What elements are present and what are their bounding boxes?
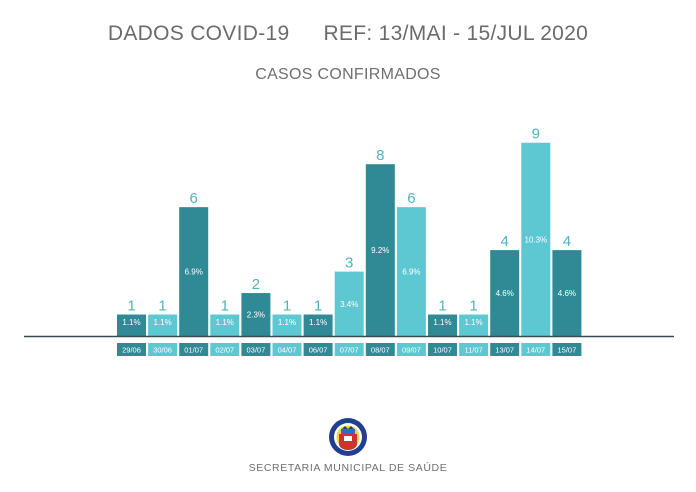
bar-percent-label: 4.6% <box>496 289 514 298</box>
bar-value-label: 4 <box>563 233 571 250</box>
chart-bar <box>552 250 582 336</box>
bar-percent-label: 9.2% <box>371 246 389 255</box>
chart-bar <box>241 293 271 336</box>
chart-bar <box>521 142 551 336</box>
chart-subtitle: CASOS CONFIRMADOS <box>255 66 441 83</box>
bar-percent-label: 4.6% <box>558 289 576 298</box>
chart-bar <box>272 314 302 336</box>
bar-percent-label: 10.3% <box>524 235 547 244</box>
bar-value-label: 4 <box>501 233 509 250</box>
page-title: DADOS COVID-19 <box>107 22 290 45</box>
x-tick-label: 11/07 <box>464 346 482 355</box>
category-tick-box <box>396 343 426 356</box>
bar-value-label: 1 <box>314 298 322 315</box>
chart-bar <box>334 271 364 336</box>
x-tick-label: 02/07 <box>215 346 234 355</box>
category-tick-box <box>459 343 489 356</box>
x-tick-label: 09/07 <box>402 346 421 355</box>
chart-bar <box>148 314 178 336</box>
chart-bar <box>179 207 209 336</box>
bar-value-label: 1 <box>158 298 166 315</box>
x-tick-label: 10/07 <box>433 346 452 355</box>
chart-bar <box>396 207 426 336</box>
x-tick-label: 30/06 <box>153 346 172 355</box>
chart-bar <box>428 314 457 336</box>
category-tick-box <box>490 343 520 356</box>
chart-bar <box>117 314 146 336</box>
category-tick-box <box>365 343 395 356</box>
footer-text: SECRETARIA MUNICIPAL DE SAÚDE <box>248 462 448 474</box>
municipal-seal-icon <box>329 418 367 456</box>
bar-percent-label: 2.3% <box>247 311 265 320</box>
category-tick-box <box>552 343 582 356</box>
bar-percent-label: 3.4% <box>340 300 358 309</box>
reference-period: REF: 13/MAI - 15/JUL 2020 <box>323 22 589 45</box>
x-tick-label: 06/07 <box>309 346 328 355</box>
bar-value-label: 3 <box>345 255 353 272</box>
category-tick-box <box>117 343 146 356</box>
bar-value-label: 6 <box>407 190 415 207</box>
category-tick-box <box>272 343 302 356</box>
x-tick-label: 29/06 <box>122 346 141 355</box>
bar-value-label: 2 <box>252 276 260 293</box>
bar-value-label: 1 <box>469 298 477 315</box>
bar-value-label: 1 <box>127 298 135 315</box>
x-tick-label: 07/07 <box>340 346 359 355</box>
category-tick-box <box>241 343 271 356</box>
bar-value-label: 1 <box>221 298 229 315</box>
category-tick-box <box>521 343 551 356</box>
category-tick-box <box>334 343 364 356</box>
bar-percent-label: 1.1% <box>309 318 327 327</box>
x-tick-label: 04/07 <box>278 346 297 355</box>
category-tick-box <box>428 343 457 356</box>
chart-bar <box>490 250 520 336</box>
bar-percent-label: 1.1% <box>153 318 171 327</box>
bar-percent-label: 1.1% <box>433 318 451 327</box>
bar-percent-label: 1.1% <box>464 318 482 327</box>
bar-value-label: 6 <box>190 190 198 207</box>
bar-value-label: 1 <box>438 298 446 315</box>
bar-value-label: 1 <box>283 298 291 315</box>
bar-percent-label: 6.9% <box>402 268 420 277</box>
bar-chart: 1 1.1% 29/06 1 1.1% 30/06 6 6.9% 01/07 1 1.1% 02/07… <box>24 126 674 356</box>
chart-bar <box>459 314 489 336</box>
x-tick-label: 01/07 <box>184 346 203 355</box>
chart-bar <box>365 164 395 336</box>
bar-value-label: 9 <box>532 126 540 143</box>
x-tick-label: 14/07 <box>526 346 545 355</box>
bar-percent-label: 1.1% <box>278 318 296 327</box>
bar-percent-label: 6.9% <box>185 268 203 277</box>
chart-bar <box>303 314 333 336</box>
bar-percent-label: 1.1% <box>122 318 140 327</box>
chart-bar <box>210 314 240 336</box>
bar-value-label: 8 <box>376 147 384 164</box>
x-tick-label: 13/07 <box>495 346 514 355</box>
category-tick-box <box>303 343 333 356</box>
category-tick-box <box>148 343 178 356</box>
x-tick-label: 08/07 <box>371 346 390 355</box>
bar-percent-label: 1.1% <box>216 318 234 327</box>
category-tick-box <box>210 343 240 356</box>
category-tick-box <box>179 343 209 356</box>
chart-header: DADOS COVID-19 REF: 13/MAI - 15/JUL 2020 <box>0 22 696 46</box>
x-tick-label: 03/07 <box>247 346 266 355</box>
x-tick-label: 15/07 <box>558 346 577 355</box>
